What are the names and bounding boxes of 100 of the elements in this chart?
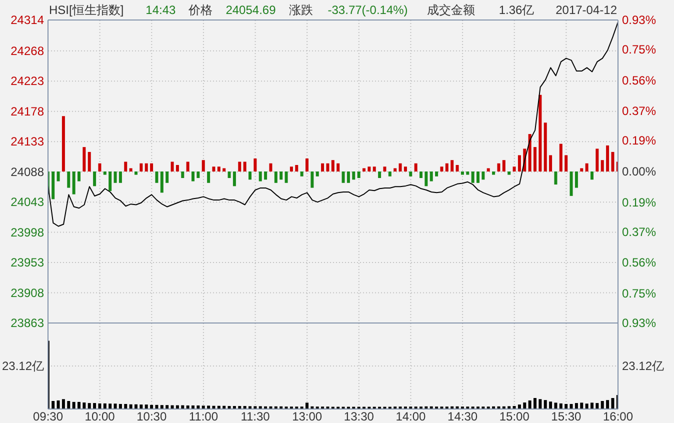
bar	[207, 406, 210, 409]
bar	[580, 168, 584, 172]
bar	[383, 166, 386, 172]
bar	[284, 172, 288, 183]
bar	[331, 160, 334, 172]
y2-tick-label: 0.00%	[622, 164, 656, 178]
bar	[466, 172, 470, 175]
bar	[274, 172, 278, 183]
bar	[166, 172, 169, 183]
bar	[202, 406, 205, 409]
bar	[362, 168, 366, 172]
bar	[368, 166, 371, 172]
bar	[202, 160, 205, 172]
bar	[554, 172, 558, 185]
bar	[456, 164, 459, 172]
bar	[306, 158, 308, 172]
bar	[544, 122, 547, 172]
y-tick-label: 24043	[10, 195, 44, 210]
bar	[342, 172, 345, 183]
bar	[611, 398, 614, 409]
bar	[72, 402, 76, 409]
bar	[103, 172, 106, 175]
bar	[82, 147, 86, 172]
bar	[254, 406, 257, 409]
bar	[596, 148, 599, 172]
bar	[357, 172, 360, 178]
bar	[600, 160, 604, 172]
bar	[372, 166, 376, 172]
text: 14:43	[146, 3, 176, 17]
bar	[310, 172, 314, 188]
x-tick-label: 16:00	[602, 410, 634, 423]
bar	[471, 172, 474, 183]
bar	[476, 172, 480, 183]
bar	[585, 404, 588, 409]
bar	[316, 172, 319, 176]
bar	[497, 163, 500, 172]
bar	[254, 158, 257, 172]
bar	[144, 163, 148, 172]
bar	[207, 172, 210, 183]
x-tick-label: 10:00	[84, 410, 116, 423]
bar	[430, 172, 433, 182]
bar	[108, 404, 112, 409]
bar	[306, 402, 308, 409]
y2-tick-label: 0.37%	[622, 104, 656, 118]
bar	[67, 172, 70, 188]
bar	[482, 172, 485, 180]
x-tick-label: 14:00	[396, 410, 426, 423]
bar	[124, 404, 128, 409]
bar	[78, 172, 80, 182]
bar	[93, 403, 96, 409]
bar	[538, 94, 542, 172]
bar	[460, 172, 464, 175]
bar	[52, 172, 55, 200]
y2-tick-label: 0.93%	[622, 13, 656, 27]
bar	[352, 172, 356, 180]
bar	[409, 172, 412, 176]
bar	[232, 172, 236, 186]
bar	[570, 404, 573, 409]
bar	[523, 402, 526, 409]
bar	[398, 163, 402, 172]
text: 2017-04-12	[556, 3, 617, 17]
y2-tick-label: 0.75%	[622, 286, 656, 301]
bar	[590, 172, 594, 180]
bar	[570, 172, 573, 196]
y-tick-label: 23908	[10, 286, 44, 300]
bar	[82, 402, 86, 409]
x-tick-label: 09:30	[32, 410, 64, 423]
bar	[420, 172, 422, 178]
bar	[124, 162, 128, 172]
bar	[600, 401, 604, 409]
y-tick-label: 23998	[10, 225, 44, 240]
bar	[549, 402, 552, 409]
bar	[585, 163, 588, 172]
x-tick-label: 13:00	[292, 410, 322, 423]
bar	[78, 402, 80, 409]
bar	[134, 172, 138, 175]
bar	[108, 172, 112, 192]
bar	[534, 398, 536, 409]
bar	[52, 401, 55, 409]
bar	[114, 172, 117, 183]
bar	[378, 172, 382, 178]
bar	[62, 116, 65, 172]
bar	[72, 172, 76, 194]
y2-tick-label: 0.37%	[622, 224, 656, 239]
bar	[486, 168, 490, 172]
bar	[98, 403, 102, 409]
bar	[414, 163, 418, 172]
bar	[528, 400, 532, 409]
bar	[606, 400, 610, 409]
bar	[492, 172, 496, 175]
bar	[559, 403, 562, 409]
bar	[326, 163, 330, 172]
bar	[564, 155, 568, 172]
bar	[300, 172, 304, 176]
x-tick-label: 15:30	[551, 410, 582, 423]
x-tick-label: 14:30	[448, 410, 478, 423]
bar	[88, 403, 91, 409]
bar	[435, 172, 438, 176]
bar	[518, 155, 521, 172]
bar	[336, 163, 340, 172]
